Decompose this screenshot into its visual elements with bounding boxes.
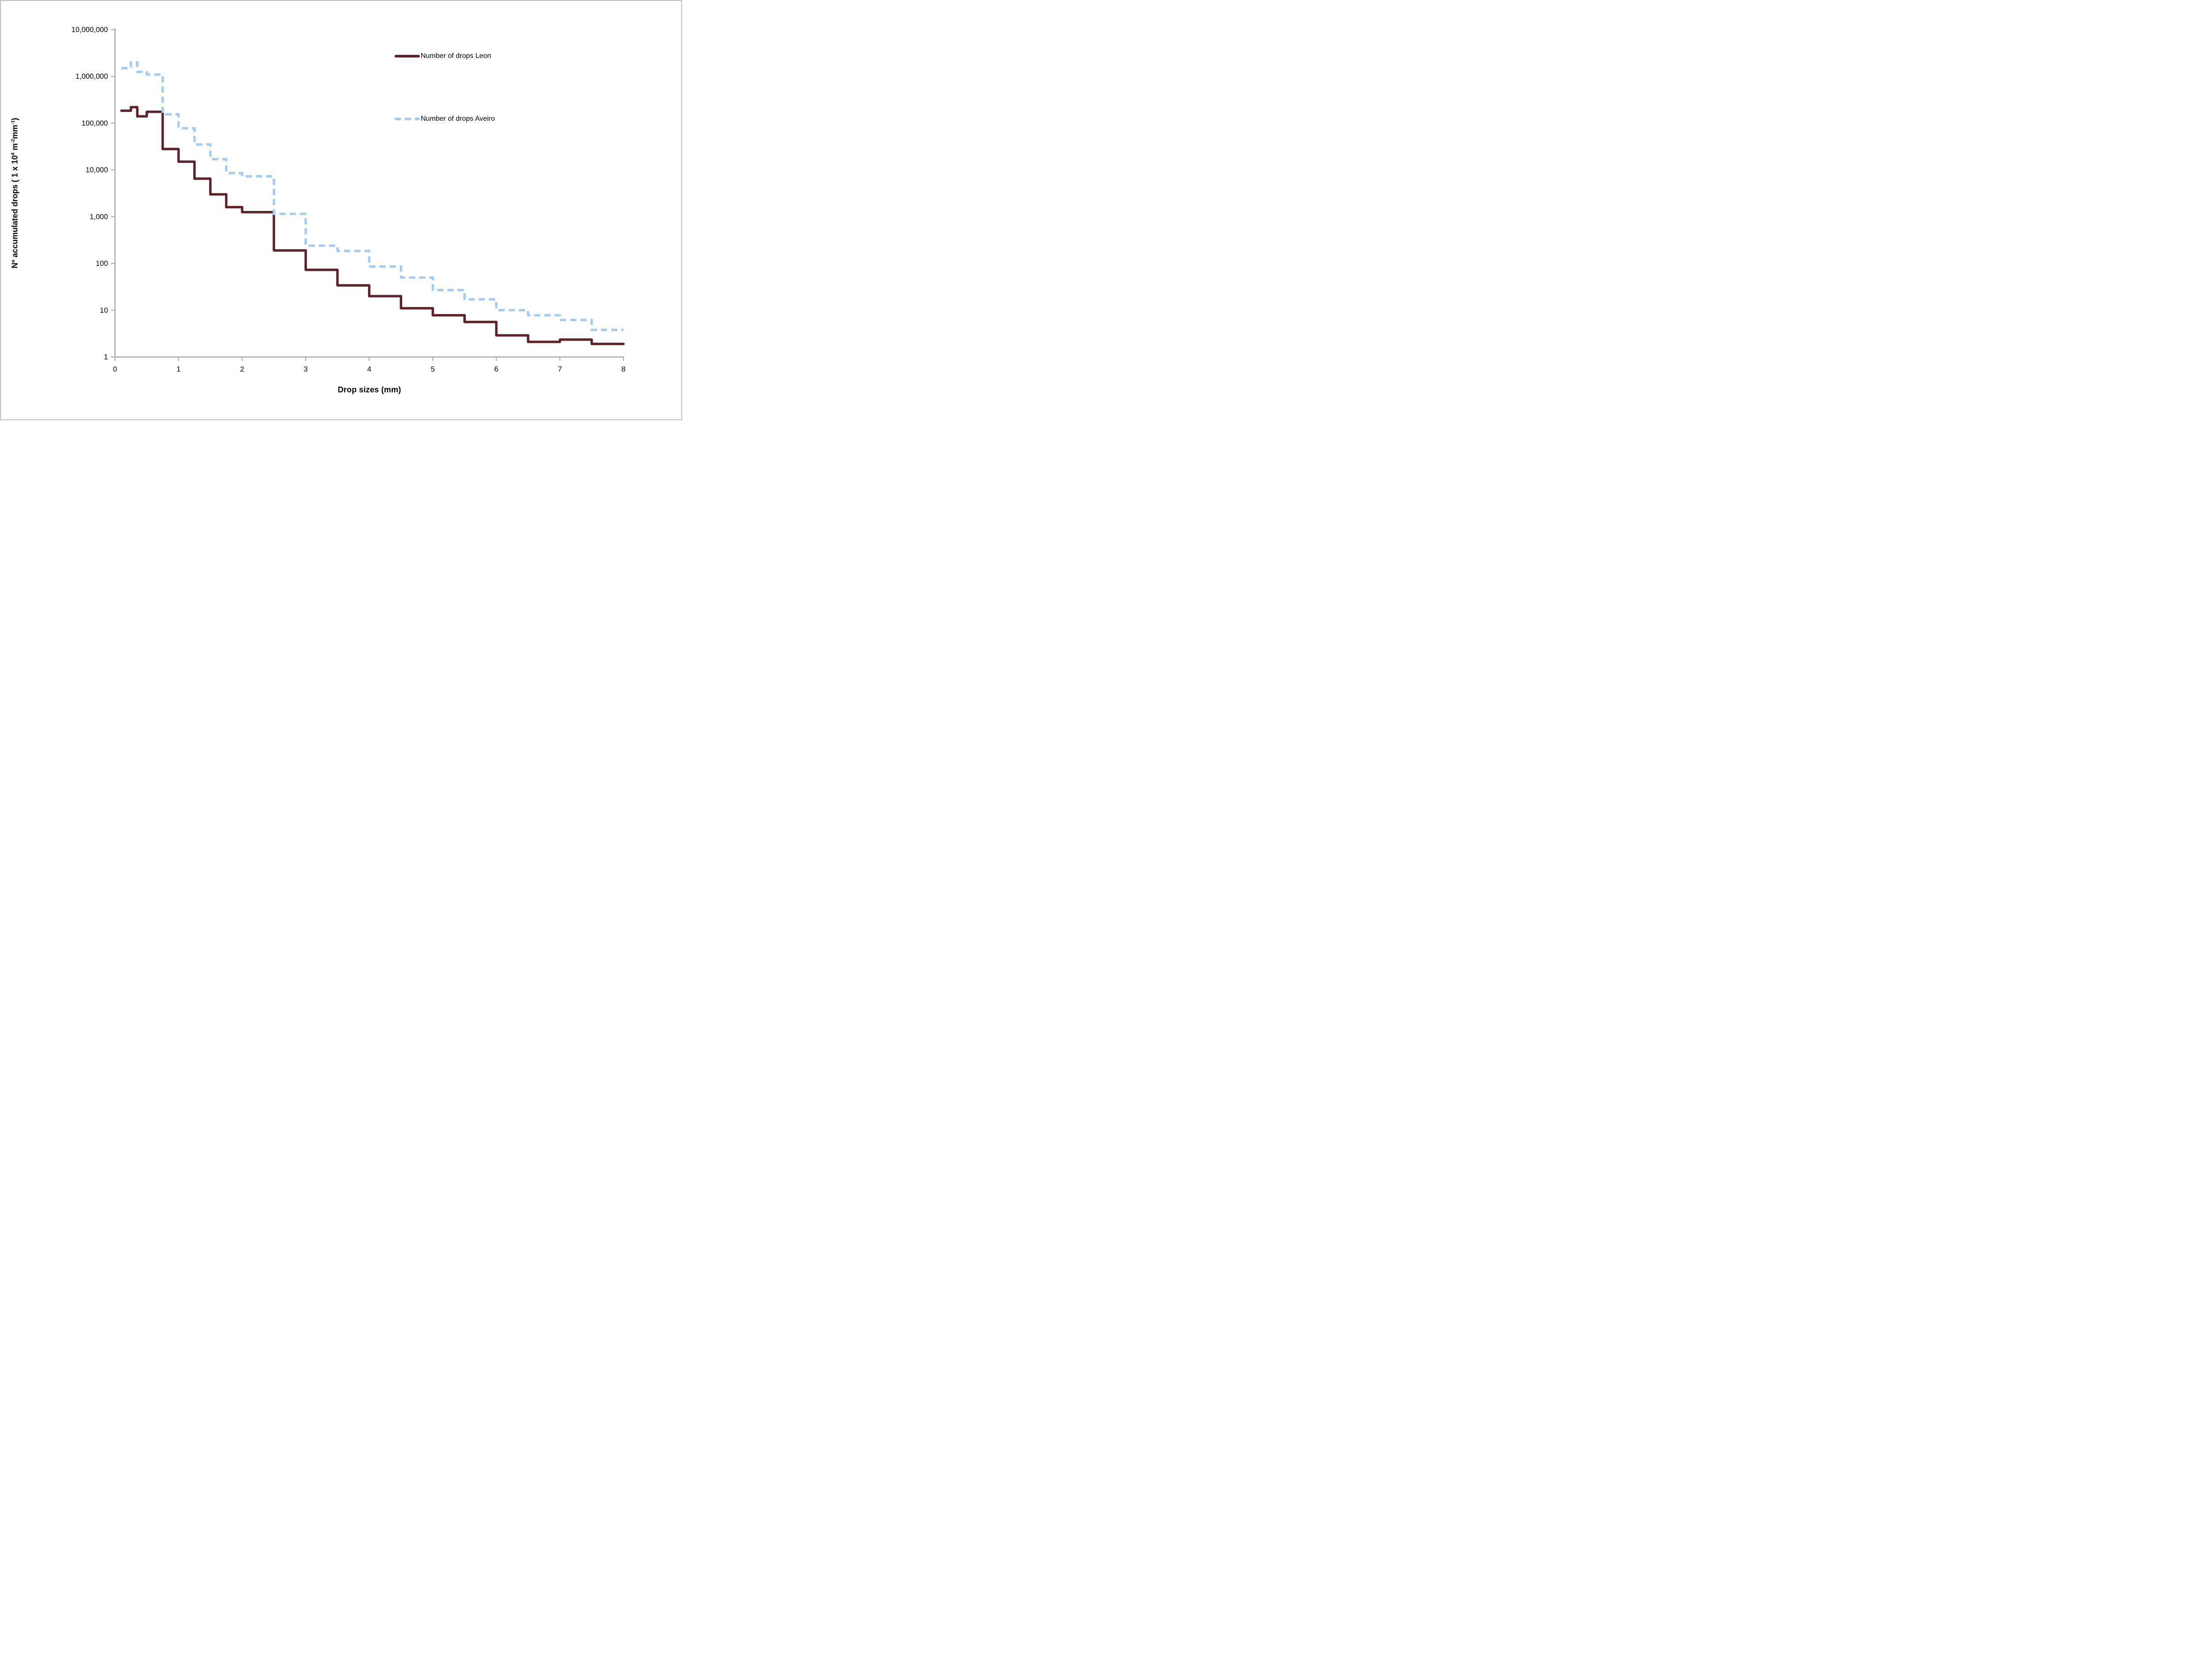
legend-item-aveiro: Number of drops Aveiro bbox=[395, 114, 495, 124]
series-leon bbox=[120, 106, 625, 345]
chart-card: 10,000,000 1,000,000 100,000 10,000 1,000 100… bbox=[0, 0, 682, 420]
x-tick-label: 2 bbox=[240, 365, 244, 373]
legend-item-leon: Number of drops Leon bbox=[395, 51, 491, 61]
y-tick-label: 10,000,000 bbox=[71, 26, 108, 34]
y-tick-label: 10 bbox=[100, 307, 108, 315]
y-tick-label: 1,000,000 bbox=[76, 73, 108, 81]
y-axis-title: Nº accumulated drops ( 1 x 104 m-2mm-1) bbox=[11, 21, 20, 366]
y-tick-label: 100 bbox=[96, 260, 108, 268]
y-tick-label: 100,000 bbox=[81, 119, 108, 127]
series-aveiro bbox=[121, 61, 624, 331]
x-tick-label: 6 bbox=[494, 365, 498, 373]
x-tick-label: 4 bbox=[367, 365, 371, 373]
chart-canvas: 10,000,0001,000,000100,00010,0001,000100… bbox=[71, 26, 626, 373]
aveiro-line-sample-icon bbox=[395, 118, 420, 120]
y-axis-title-part: 4 bbox=[10, 152, 16, 156]
legend-label-leon: Number of drops Leon bbox=[421, 52, 492, 60]
x-tick-label: 5 bbox=[431, 365, 435, 373]
y-tick-label: 10,000 bbox=[86, 166, 108, 174]
x-axis-title: Drop sizes (mm) bbox=[338, 385, 401, 394]
y-axis-title-part: m bbox=[10, 143, 19, 153]
y-tick-label: 1,000 bbox=[90, 213, 108, 221]
legend-label-aveiro: Number of drops Aveiro bbox=[421, 115, 495, 123]
y-axis-title-part: mm bbox=[10, 125, 19, 139]
x-tick-label: 3 bbox=[303, 365, 307, 373]
y-axis-title-part: -1 bbox=[10, 120, 16, 125]
x-tick-label: 1 bbox=[177, 365, 180, 373]
x-tick-label: 7 bbox=[558, 365, 562, 373]
y-axis-title-part: Nº accumulated drops ( 1 x 10 bbox=[10, 155, 19, 268]
x-tick-label: 8 bbox=[621, 365, 625, 373]
y-axis-title-part: -2 bbox=[10, 139, 16, 143]
leon-line-sample-icon bbox=[395, 55, 420, 58]
y-tick-label: 1 bbox=[104, 353, 108, 361]
y-axis-title-part: ) bbox=[10, 118, 19, 121]
x-tick-label: 0 bbox=[113, 365, 117, 373]
